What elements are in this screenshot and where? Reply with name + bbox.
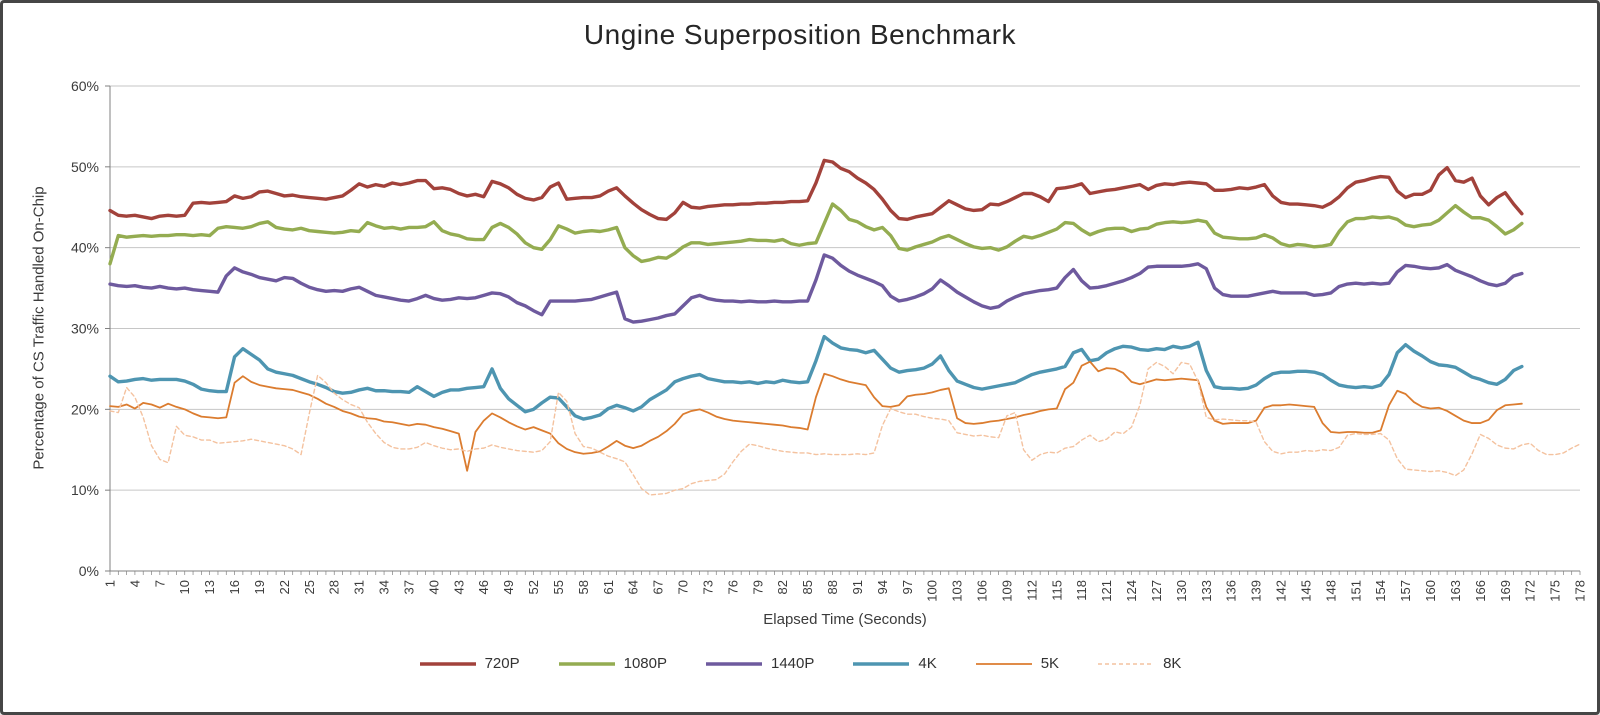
legend-label: 1080P (623, 655, 667, 672)
x-tick-label: 52 (526, 580, 541, 594)
x-tick-label: 166 (1473, 580, 1488, 602)
x-tick-label: 112 (1024, 580, 1039, 601)
x-tick-label: 172 (1523, 580, 1538, 602)
x-tick-label: 136 (1224, 580, 1239, 602)
x-tick-label: 1 (103, 580, 118, 587)
x-tick-label: 154 (1373, 580, 1388, 602)
legend-item-4k: 4K (852, 655, 937, 672)
series-line-720p (108, 158, 1524, 222)
x-tick-label: 61 (601, 580, 616, 594)
x-tick-label: 175 (1548, 580, 1563, 602)
x-tick-label: 31 (352, 580, 367, 594)
x-tick-label: 37 (401, 580, 416, 594)
x-tick-label: 97 (900, 580, 915, 594)
x-tick-label: 22 (277, 580, 292, 594)
legend-label: 720P (484, 655, 520, 672)
x-tick-label: 4 (127, 580, 142, 587)
x-tick-label: 34 (377, 580, 392, 594)
legend: 720P 1080P 1440P 4K 5K 8K (3, 655, 1597, 672)
x-tick-label: 178 (1573, 580, 1588, 602)
series-line-8k (109, 361, 1581, 496)
x-tick-label: 151 (1348, 580, 1363, 602)
x-tick-label: 88 (825, 580, 840, 594)
series-line-1080p (108, 202, 1524, 266)
x-tick-label: 67 (651, 580, 666, 594)
y-tick-label: 20% (71, 401, 99, 417)
y-tick-label: 40% (71, 240, 99, 256)
x-tick-label: 13 (202, 580, 217, 594)
x-tick-label: 82 (775, 580, 790, 594)
legend-line-sample (705, 661, 762, 666)
x-tick-label: 25 (302, 580, 317, 594)
x-tick-label: 157 (1398, 580, 1413, 602)
legend-item-8k: 8K (1097, 655, 1181, 672)
legend-line-sample (558, 661, 615, 666)
x-tick-label: 142 (1274, 580, 1289, 602)
x-tick-label: 73 (700, 580, 715, 594)
series-line-1440p (108, 253, 1524, 324)
chart-title: Ungine Superposition Benchmark (583, 19, 1017, 50)
y-tick-label: 60% (71, 78, 99, 94)
x-tick-label: 64 (626, 580, 641, 594)
legend-label: 5K (1040, 655, 1060, 672)
x-tick-label: 94 (875, 580, 890, 594)
x-tick-label: 70 (676, 580, 691, 594)
legend-item-1440p: 1440P (705, 655, 814, 672)
x-tick-label: 76 (725, 580, 740, 594)
x-tick-label: 43 (451, 580, 466, 594)
x-tick-label: 118 (1074, 580, 1089, 601)
y-tick-label: 0% (79, 563, 99, 579)
x-tick-label: 109 (999, 580, 1014, 602)
x-tick-label: 100 (925, 580, 940, 602)
y-tick-label: 50% (71, 159, 99, 175)
legend-item-720p: 720P (419, 655, 520, 672)
legend-label: 8K (1163, 655, 1182, 672)
x-tick-label: 169 (1498, 580, 1513, 602)
legend-line-sample (1098, 662, 1155, 665)
x-tick-label: 121 (1099, 580, 1114, 602)
legend-label: 4K (918, 655, 937, 672)
plot-area: 0% 10% 20% 30% 40% 50% 60% 1 4 7 10 13 16 19 22 25 28 31 3… (71, 78, 1588, 602)
x-tick-label: 85 (800, 580, 815, 594)
x-tick-label: 106 (975, 580, 990, 602)
x-tick-label: 10 (177, 580, 192, 594)
x-tick-label: 46 (476, 580, 491, 594)
x-tick-label: 55 (551, 580, 566, 594)
legend-item-5k: 5K (975, 655, 1059, 672)
x-tick-label: 127 (1149, 580, 1164, 602)
x-axis-title: Elapsed Time (Seconds) (763, 611, 927, 628)
x-tick-label: 103 (950, 580, 965, 602)
legend-item-1080p: 1080P (558, 655, 667, 672)
legend-label: 1440P (770, 655, 815, 672)
x-tick-label: 124 (1124, 580, 1139, 602)
x-tick-label: 139 (1249, 580, 1264, 602)
legend-line-sample (975, 662, 1032, 665)
y-tick-label: 10% (71, 482, 99, 498)
legend-line-sample (419, 661, 476, 666)
x-tick-label: 28 (327, 580, 342, 594)
x-tick-label: 160 (1423, 580, 1438, 602)
x-tick-label: 133 (1199, 580, 1214, 602)
x-tick-label: 7 (152, 580, 167, 587)
series-line-4k (108, 334, 1524, 421)
legend-line-sample (853, 661, 910, 666)
x-tick-label: 163 (1448, 580, 1463, 602)
x-tick-label: 130 (1174, 580, 1189, 602)
x-tick-label: 148 (1323, 580, 1338, 602)
x-tick-label: 91 (850, 580, 865, 594)
x-tick-label: 79 (750, 580, 765, 594)
x-tick-label: 19 (252, 580, 267, 594)
x-tick-label: 115 (1049, 580, 1064, 601)
y-tick-label: 30% (71, 321, 99, 337)
x-tick-label: 145 (1298, 580, 1313, 602)
x-tick-label: 16 (227, 580, 242, 594)
series-line-5k (109, 360, 1523, 472)
x-tick-label: 49 (501, 580, 516, 594)
x-tick-label: 58 (576, 580, 591, 594)
x-tick-label: 40 (426, 580, 441, 594)
